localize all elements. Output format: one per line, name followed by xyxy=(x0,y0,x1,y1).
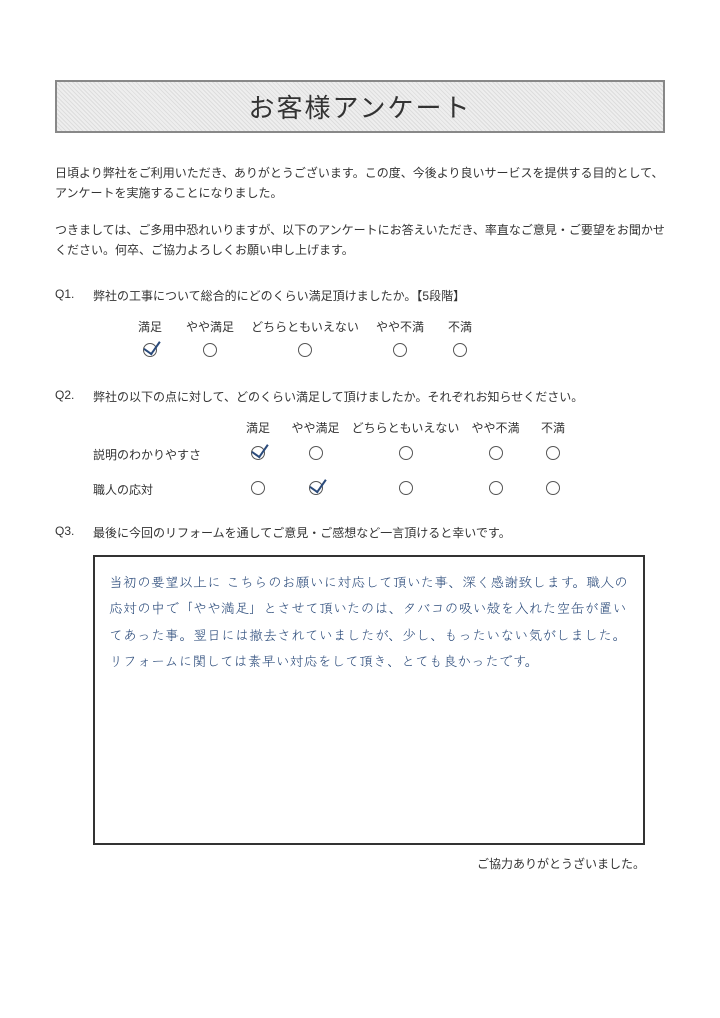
q2-r0-opt-0[interactable] xyxy=(251,446,265,460)
intro-para-1: 日頃より弊社をご利用いただき、ありがとうございます。この度、今後より良いサービス… xyxy=(55,163,665,204)
q2-label-4: 不満 xyxy=(528,419,578,436)
q2-header: 満足 やや満足 どちらともいえない やや不満 不満 xyxy=(93,419,665,436)
q2-row-0: 説明のわかりやすさ xyxy=(93,446,665,463)
q2-r0-opt-4[interactable] xyxy=(546,446,560,460)
page-title: お客様アンケート xyxy=(57,88,663,125)
q2-label-2: どちらともいえない xyxy=(348,419,463,436)
q1-number: Q1. xyxy=(55,287,93,304)
q1-option-1[interactable] xyxy=(203,343,217,357)
q2-label-0: 満足 xyxy=(233,419,283,436)
title-banner: お客様アンケート xyxy=(55,80,665,133)
comment-text: 当初の要望以上に こちらのお願いに対応して頂いた事、深く感謝致します。職人の応対… xyxy=(109,572,628,672)
q2-r1-opt-2[interactable] xyxy=(399,481,413,495)
q1-label-0: 満足 xyxy=(125,318,175,335)
q1-option-2[interactable] xyxy=(298,343,312,357)
q2-row-1: 職人の応対 xyxy=(93,481,665,498)
q2-row-1-label: 職人の応対 xyxy=(93,481,233,498)
question-3: Q3. 最後に今回のリフォームを通してご意見・ご感想など一言頂けると幸いです。 … xyxy=(55,524,665,845)
q2-r0-opt-1[interactable] xyxy=(309,446,323,460)
q1-text: 弊社の工事について総合的にどのくらい満足頂けましたか。【5段階】 xyxy=(93,287,465,304)
q1-circles xyxy=(125,343,665,362)
comment-box[interactable]: 当初の要望以上に こちらのお願いに対応して頂いた事、深く感謝致します。職人の応対… xyxy=(93,555,645,845)
q1-label-2: どちらともいえない xyxy=(245,318,365,335)
q2-row-0-label: 説明のわかりやすさ xyxy=(93,446,233,463)
question-1: Q1. 弊社の工事について総合的にどのくらい満足頂けましたか。【5段階】 満足 … xyxy=(55,287,665,362)
q2-label-1: やや満足 xyxy=(283,419,348,436)
q3-text: 最後に今回のリフォームを通してご意見・ご感想など一言頂けると幸いです。 xyxy=(93,524,511,541)
q2-r1-opt-3[interactable] xyxy=(489,481,503,495)
q2-number: Q2. xyxy=(55,388,93,405)
q1-scale-labels: 満足 やや満足 どちらともいえない やや不満 不満 xyxy=(125,318,665,335)
q1-option-0[interactable] xyxy=(143,343,157,357)
footer-text: ご協力ありがとうざいました。 xyxy=(55,855,645,872)
q1-option-3[interactable] xyxy=(393,343,407,357)
q3-number: Q3. xyxy=(55,524,93,541)
question-2: Q2. 弊社の以下の点に対して、どのくらい満足して頂けましたか。それぞれお知らせ… xyxy=(55,388,665,498)
q1-option-4[interactable] xyxy=(453,343,467,357)
q2-r0-opt-3[interactable] xyxy=(489,446,503,460)
q2-r1-opt-0[interactable] xyxy=(251,481,265,495)
q1-label-3: やや不満 xyxy=(365,318,435,335)
q1-label-1: やや満足 xyxy=(175,318,245,335)
intro-para-2: つきましては、ご多用中恐れいりますが、以下のアンケートにお答えいただき、率直なご… xyxy=(55,220,665,261)
q2-r1-opt-1[interactable] xyxy=(309,481,323,495)
q2-text: 弊社の以下の点に対して、どのくらい満足して頂けましたか。それぞれお知らせください… xyxy=(93,388,583,405)
q2-r0-opt-2[interactable] xyxy=(399,446,413,460)
q2-r1-opt-4[interactable] xyxy=(546,481,560,495)
q1-label-4: 不満 xyxy=(435,318,485,335)
q2-label-3: やや不満 xyxy=(463,419,528,436)
